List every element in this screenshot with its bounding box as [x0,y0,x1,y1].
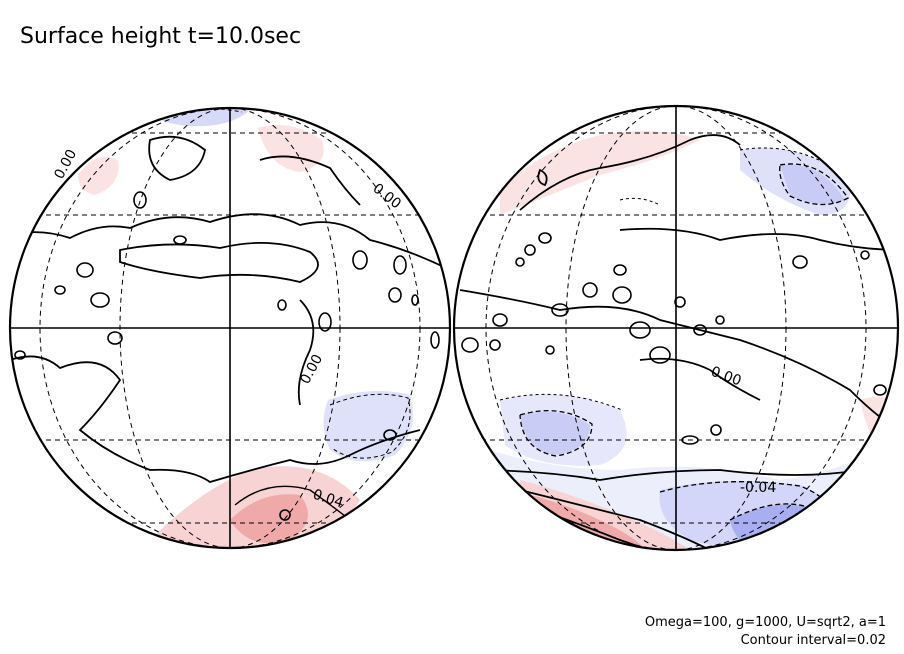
chart-title: Surface height t=10.0sec [20,24,302,49]
left-pos-topleft [78,157,119,195]
left-pos-edge [10,430,60,480]
right-pos-edge [860,396,898,470]
right-neg-mid-strong [520,411,590,455]
contour-label-right-2: -0.04 [740,480,776,496]
footer-contour-interval: Contour interval=0.02 [740,633,886,648]
footer-params: Omega=100, g=1000, U=sqrt2, a=1 [644,615,886,630]
left-pos-topright [258,124,324,172]
right-globe [454,106,898,550]
right-pos-top [500,131,700,215]
contour-label-left-1: 0.00 [51,147,80,182]
left-pos-bottom-strong [230,494,308,544]
left-globe-outline [8,106,452,550]
contour-label-left-3: 0.00 [297,352,326,387]
right-globe-outline [452,104,900,552]
right-neg-topright-strong [780,164,845,204]
contour-label-right-1: 0.00 [709,364,744,390]
left-neg-right [323,391,413,462]
